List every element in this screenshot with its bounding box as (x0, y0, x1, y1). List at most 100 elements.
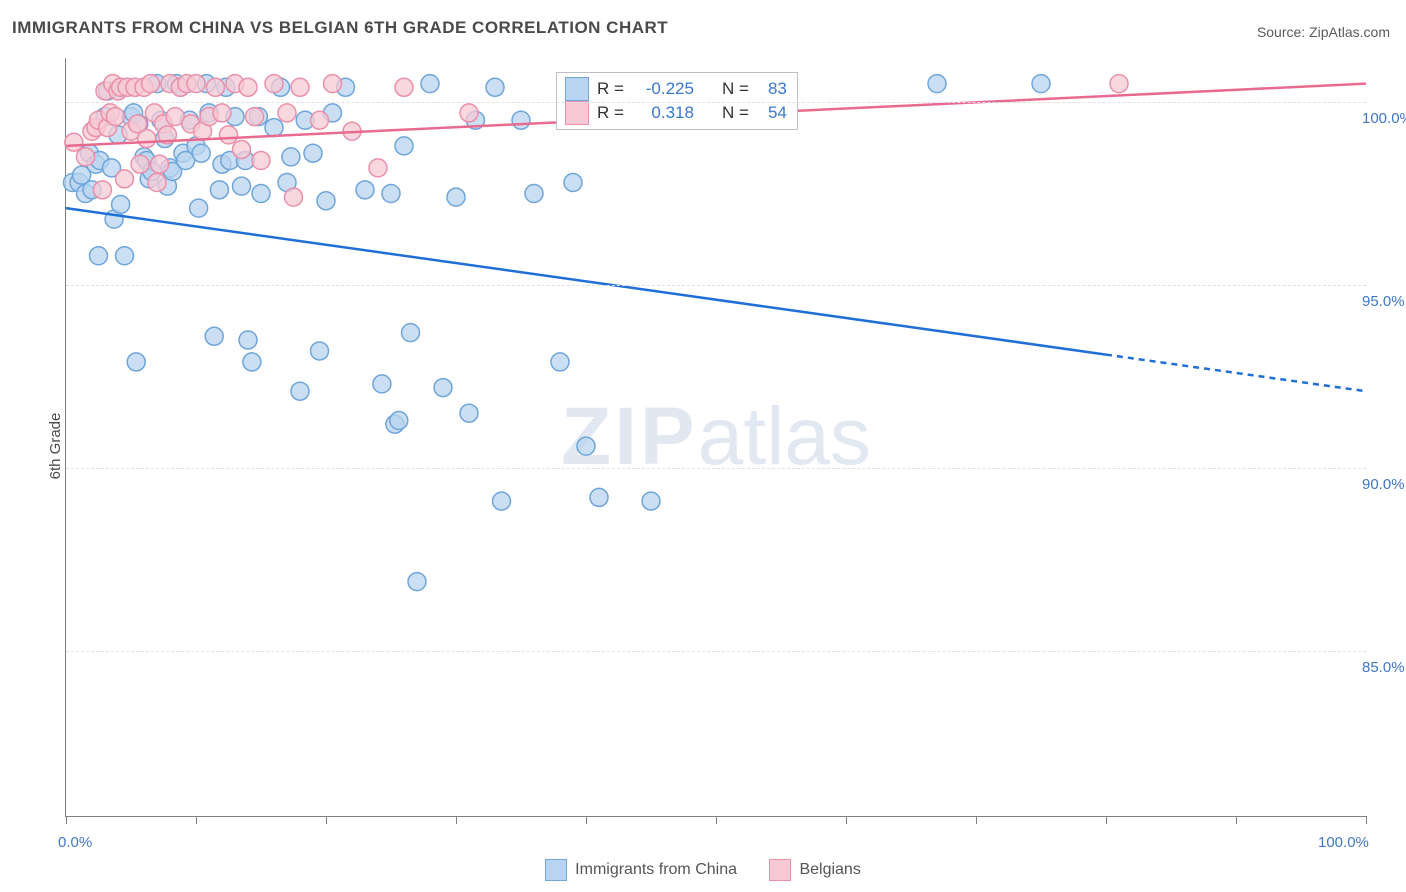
data-point-china (356, 181, 374, 199)
n-label: N = (722, 79, 749, 99)
r-label: R = (597, 79, 624, 99)
x-tick (326, 816, 327, 824)
data-point-china (116, 247, 134, 265)
legend-item-belgians: Belgians (769, 859, 860, 881)
gridline (66, 102, 1366, 103)
x-tick (976, 816, 977, 824)
x-tick (1106, 816, 1107, 824)
data-point-china (291, 382, 309, 400)
y-tick-label: 95.0% (1362, 293, 1405, 310)
n-value-china: 83 (757, 79, 787, 99)
data-point-belgians (116, 170, 134, 188)
legend-swatch-china (565, 77, 589, 101)
data-point-belgians (106, 108, 124, 126)
data-point-china (493, 492, 511, 510)
data-point-belgians (77, 148, 95, 166)
data-point-china (112, 195, 130, 213)
data-point-belgians (142, 75, 160, 93)
data-point-belgians (285, 188, 303, 206)
correlation-row-belgians: R = 0.318 N = 54 (565, 101, 787, 125)
data-point-china (252, 184, 270, 202)
data-point-belgians (311, 111, 329, 129)
data-point-china (486, 78, 504, 96)
trendline-china-dashed (1106, 355, 1366, 392)
data-point-belgians (131, 155, 149, 173)
x-tick (846, 816, 847, 824)
data-point-china (395, 137, 413, 155)
data-point-china (512, 111, 530, 129)
data-point-china (390, 412, 408, 430)
data-point-belgians (138, 130, 156, 148)
data-point-belgians (369, 159, 387, 177)
data-point-belgians (246, 108, 264, 126)
correlation-row-china: R = -0.225 N = 83 (565, 77, 787, 101)
y-tick-label: 100.0% (1362, 110, 1406, 127)
data-point-china (382, 184, 400, 202)
x-tick (1236, 816, 1237, 824)
x-tick (456, 816, 457, 824)
legend-label-china: Immigrants from China (575, 861, 737, 879)
data-point-china (190, 199, 208, 217)
legend-swatch-belgians (565, 101, 589, 125)
legend-swatch-belgians-icon (769, 859, 791, 881)
legend-swatch-china-icon (545, 859, 567, 881)
legend-label-belgians: Belgians (799, 861, 860, 879)
data-point-belgians (207, 78, 225, 96)
data-point-china (243, 353, 261, 371)
n-value-belgians: 54 (757, 103, 787, 123)
data-point-belgians (324, 75, 342, 93)
data-point-china (577, 437, 595, 455)
chart-svg (66, 58, 1366, 816)
y-axis-label: 6th Grade (47, 413, 64, 480)
n-label: N = (722, 103, 749, 123)
x-tick (586, 816, 587, 824)
data-point-belgians (151, 155, 169, 173)
r-value-china: -0.225 (632, 79, 694, 99)
data-point-belgians (65, 133, 83, 151)
plot-area: ZIPatlas R = -0.225 N = 83 R = 0.318 N =… (65, 58, 1366, 817)
x-tick-label: 100.0% (1318, 834, 1369, 851)
data-point-china (564, 174, 582, 192)
x-tick (66, 816, 67, 824)
data-point-china (233, 177, 251, 195)
data-point-belgians (93, 181, 111, 199)
x-tick-label: 0.0% (58, 834, 92, 851)
data-point-china (265, 119, 283, 137)
data-point-china (239, 331, 257, 349)
r-value-belgians: 0.318 (632, 103, 694, 123)
data-point-china (317, 192, 335, 210)
gridline (66, 651, 1366, 652)
chart-title: IMMIGRANTS FROM CHINA VS BELGIAN 6TH GRA… (12, 18, 668, 38)
data-point-china (282, 148, 300, 166)
source-attribution: Source: ZipAtlas.com (1257, 24, 1390, 40)
x-tick (1366, 816, 1367, 824)
data-point-china (525, 184, 543, 202)
data-point-belgians (265, 75, 283, 93)
data-point-china (127, 353, 145, 371)
data-point-belgians (213, 104, 231, 122)
series-legend: Immigrants from China Belgians (0, 859, 1406, 886)
data-point-china (421, 75, 439, 93)
data-point-china (642, 492, 660, 510)
data-point-belgians (291, 78, 309, 96)
data-point-china (210, 181, 228, 199)
chart-container: IMMIGRANTS FROM CHINA VS BELGIAN 6TH GRA… (0, 0, 1406, 892)
data-point-china (590, 488, 608, 506)
x-tick (716, 816, 717, 824)
data-point-belgians (460, 104, 478, 122)
x-tick (196, 816, 197, 824)
data-point-china (90, 247, 108, 265)
data-point-china (402, 324, 420, 342)
gridline (66, 285, 1366, 286)
data-point-belgians (395, 78, 413, 96)
r-label: R = (597, 103, 624, 123)
data-point-china (447, 188, 465, 206)
data-point-china (408, 573, 426, 591)
data-point-belgians (239, 78, 257, 96)
data-point-china (434, 379, 452, 397)
data-point-china (205, 327, 223, 345)
data-point-china (460, 404, 478, 422)
gridline (66, 468, 1366, 469)
data-point-belgians (252, 152, 270, 170)
data-point-china (192, 144, 210, 162)
